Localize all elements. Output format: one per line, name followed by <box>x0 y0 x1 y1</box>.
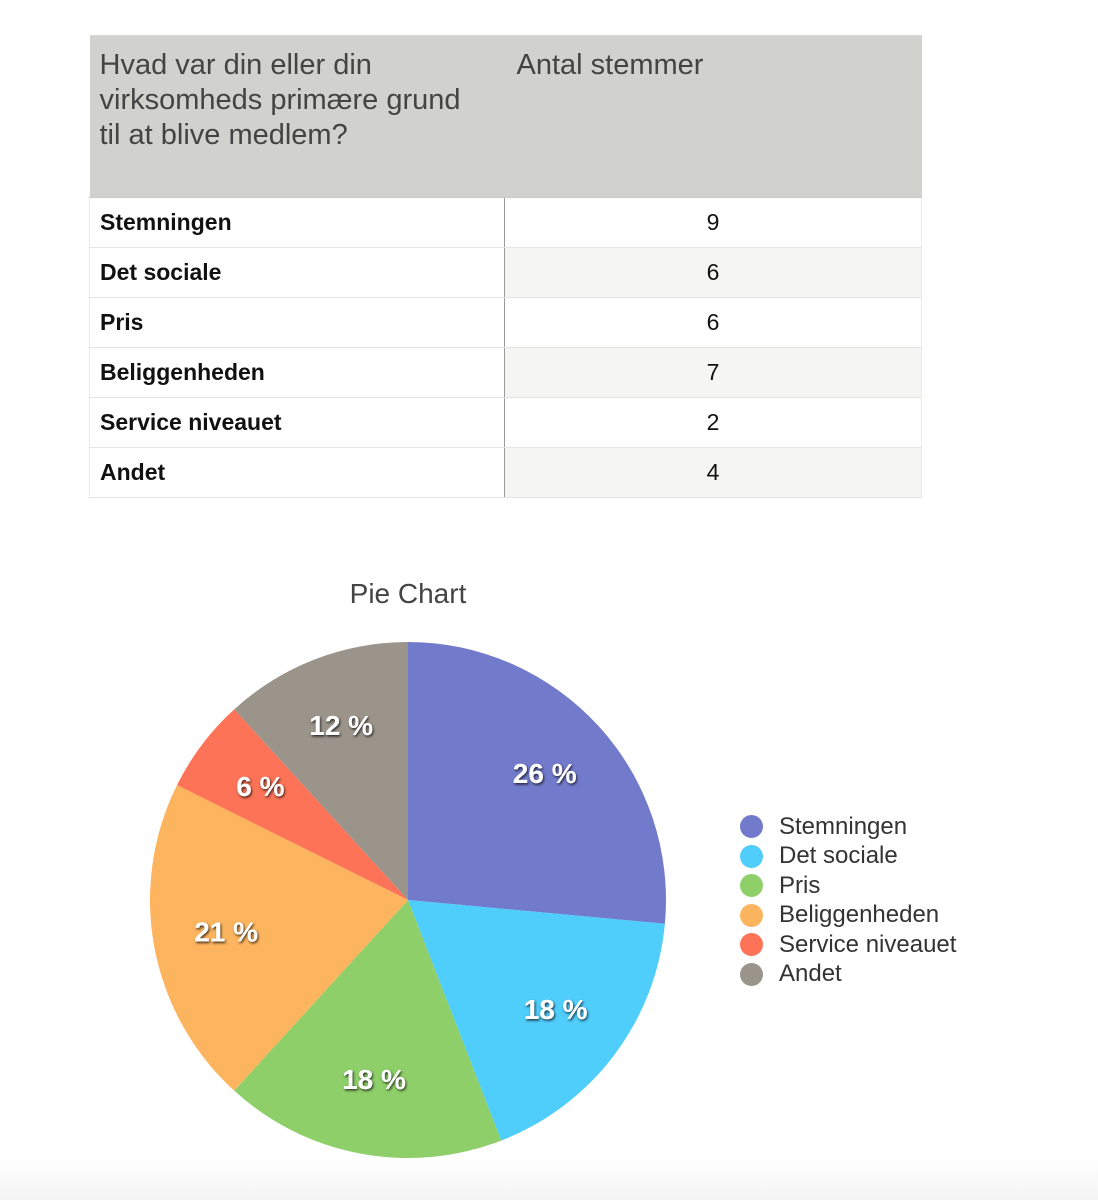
legend-label: Beliggenheden <box>779 901 939 929</box>
legend-swatch <box>740 874 763 897</box>
pie-slice-label: 6 % <box>236 771 284 802</box>
legend-item: Det sociale <box>740 842 956 872</box>
legend-swatch <box>740 904 763 927</box>
legend-item: Pris <box>740 871 956 901</box>
legend-item: Beliggenheden <box>740 901 956 931</box>
pie-slice-label: 26 % <box>513 758 577 789</box>
legend-label: Pris <box>779 872 820 900</box>
pie-slice-label: 21 % <box>194 916 258 947</box>
legend-item: Service niveauet <box>740 930 956 960</box>
legend-swatch <box>740 845 763 868</box>
legend-swatch <box>740 963 763 986</box>
legend-label: Andet <box>779 960 842 988</box>
chart-legend: Stemningen Det sociale Pris Beliggenheden Se… <box>740 812 956 989</box>
legend-item: Stemningen <box>740 812 956 842</box>
legend-item: Andet <box>740 960 956 990</box>
legend-swatch <box>740 815 763 838</box>
legend-label: Det sociale <box>779 842 898 870</box>
pie-slices <box>150 642 666 1158</box>
legend-label: Stemningen <box>779 813 907 841</box>
pie-slice-label: 18 % <box>524 994 588 1025</box>
pie-slice-label: 18 % <box>342 1064 406 1095</box>
pie-slice-label: 12 % <box>309 710 373 741</box>
legend-swatch <box>740 933 763 956</box>
legend-label: Service niveauet <box>779 931 956 959</box>
